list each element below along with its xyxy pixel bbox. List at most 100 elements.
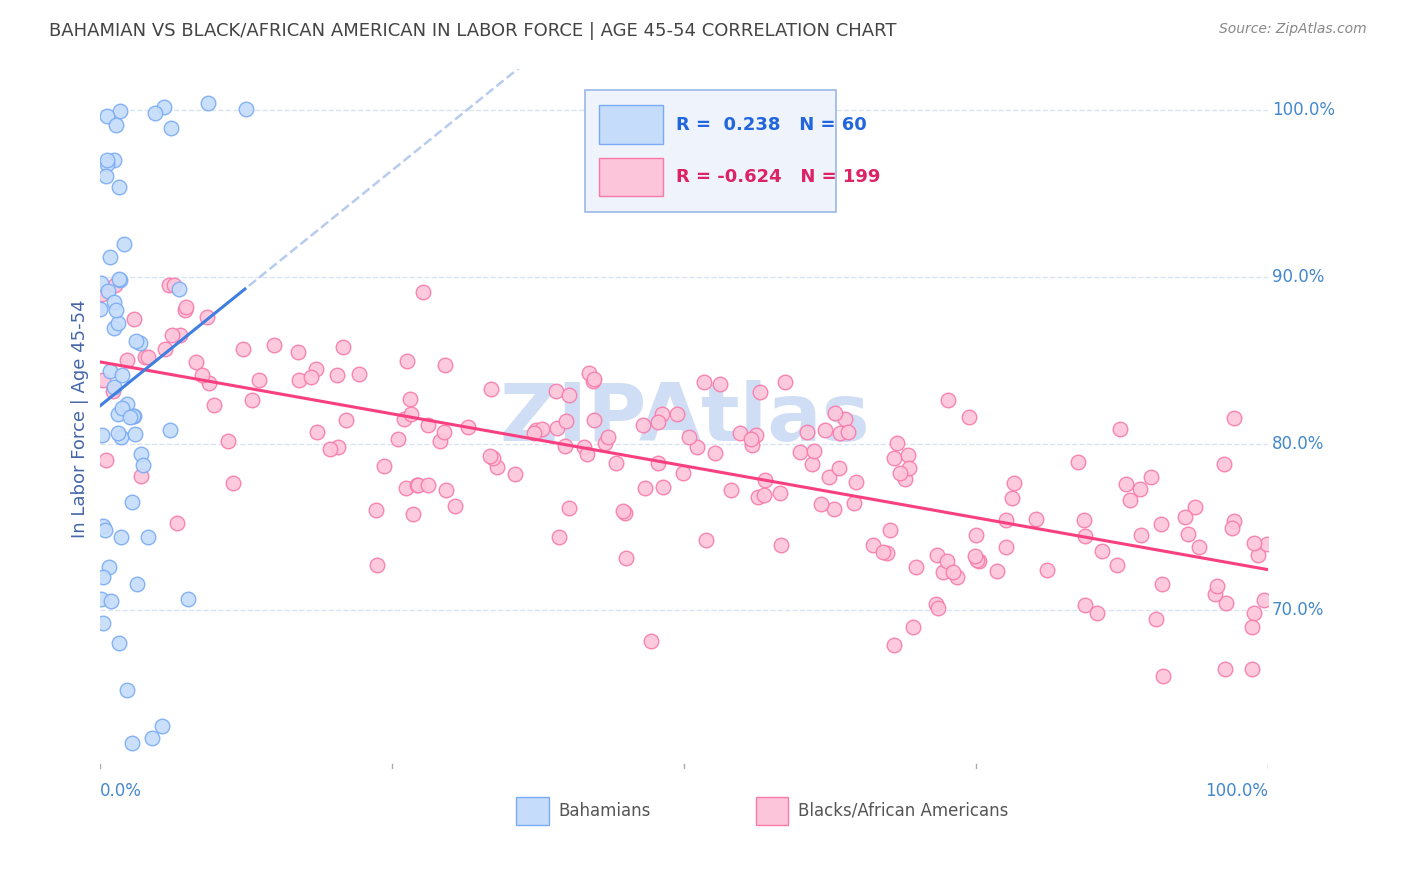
Point xyxy=(1091,543,1114,558)
Point xyxy=(647,456,669,470)
Point xyxy=(963,549,986,563)
Point xyxy=(121,409,143,424)
Point xyxy=(457,420,479,434)
Point xyxy=(157,278,180,293)
Point xyxy=(160,328,183,343)
Point xyxy=(96,109,118,123)
Point xyxy=(1213,663,1236,677)
Point xyxy=(828,425,851,440)
Point xyxy=(897,449,920,463)
Text: 100.0%: 100.0% xyxy=(1205,782,1268,800)
Point xyxy=(305,362,328,376)
Point xyxy=(307,425,329,439)
Point xyxy=(97,284,120,298)
Text: 70.0%: 70.0% xyxy=(1272,601,1324,619)
Point xyxy=(166,516,188,530)
Point xyxy=(593,435,616,450)
Point xyxy=(129,447,152,461)
Point xyxy=(1243,535,1265,549)
Point xyxy=(399,407,422,421)
Point xyxy=(107,425,129,440)
Point xyxy=(605,456,627,470)
Point xyxy=(524,423,547,437)
Point xyxy=(91,570,114,584)
Point xyxy=(392,411,415,425)
Point xyxy=(678,430,700,444)
Point xyxy=(108,273,131,287)
Point xyxy=(938,393,960,408)
Point xyxy=(703,446,725,460)
Point xyxy=(686,440,709,454)
Point xyxy=(121,494,143,508)
Point xyxy=(134,351,156,365)
Point xyxy=(91,428,114,442)
Point xyxy=(1223,514,1246,528)
Point xyxy=(1115,476,1137,491)
Point xyxy=(103,379,125,393)
Point xyxy=(96,153,118,167)
Point xyxy=(582,372,605,386)
Point xyxy=(349,367,371,381)
Point xyxy=(1139,470,1161,484)
Point xyxy=(287,345,309,359)
Point xyxy=(326,368,349,383)
Point xyxy=(523,426,546,441)
Point xyxy=(1213,458,1236,472)
Point xyxy=(883,638,905,652)
Point xyxy=(967,554,990,568)
Point xyxy=(558,388,581,402)
Point xyxy=(986,564,1008,578)
Text: 90.0%: 90.0% xyxy=(1272,268,1324,285)
Point xyxy=(927,601,949,615)
Point xyxy=(741,437,763,451)
Point xyxy=(754,473,776,487)
Point xyxy=(121,736,143,750)
Point xyxy=(98,250,121,264)
Point xyxy=(197,376,219,390)
Point xyxy=(1220,521,1243,535)
Point xyxy=(801,458,824,472)
Point xyxy=(1130,528,1153,542)
Point xyxy=(1215,596,1237,610)
Point xyxy=(769,485,792,500)
Point xyxy=(810,497,832,511)
Point xyxy=(96,453,118,467)
Point xyxy=(925,597,948,611)
Point xyxy=(613,506,636,520)
Point xyxy=(98,559,121,574)
Point xyxy=(406,478,429,492)
Point xyxy=(479,449,502,463)
Point xyxy=(1222,411,1244,425)
Point xyxy=(96,169,118,183)
Point xyxy=(932,565,955,579)
Point xyxy=(153,342,176,356)
Text: Source: ZipAtlas.com: Source: ZipAtlas.com xyxy=(1219,22,1367,37)
Point xyxy=(1206,579,1229,593)
Point xyxy=(837,425,859,439)
Point xyxy=(1085,606,1108,620)
Point xyxy=(108,272,131,286)
Point xyxy=(122,409,145,423)
Point xyxy=(876,546,898,560)
Point xyxy=(894,472,917,486)
Point xyxy=(98,364,121,378)
Point xyxy=(889,467,911,481)
Point xyxy=(335,413,357,427)
Point xyxy=(905,559,928,574)
Point xyxy=(167,282,190,296)
Point xyxy=(1073,513,1095,527)
Point xyxy=(177,591,200,606)
Point xyxy=(412,285,434,300)
Point xyxy=(101,384,124,399)
Point xyxy=(124,311,146,326)
Point xyxy=(770,538,793,552)
Point xyxy=(862,538,884,552)
Point xyxy=(720,483,742,497)
Point xyxy=(572,440,595,454)
Point xyxy=(481,450,503,465)
Point xyxy=(995,540,1018,554)
Point xyxy=(103,295,125,310)
Point xyxy=(1108,422,1130,436)
Point xyxy=(966,552,988,566)
Point xyxy=(1204,587,1226,601)
